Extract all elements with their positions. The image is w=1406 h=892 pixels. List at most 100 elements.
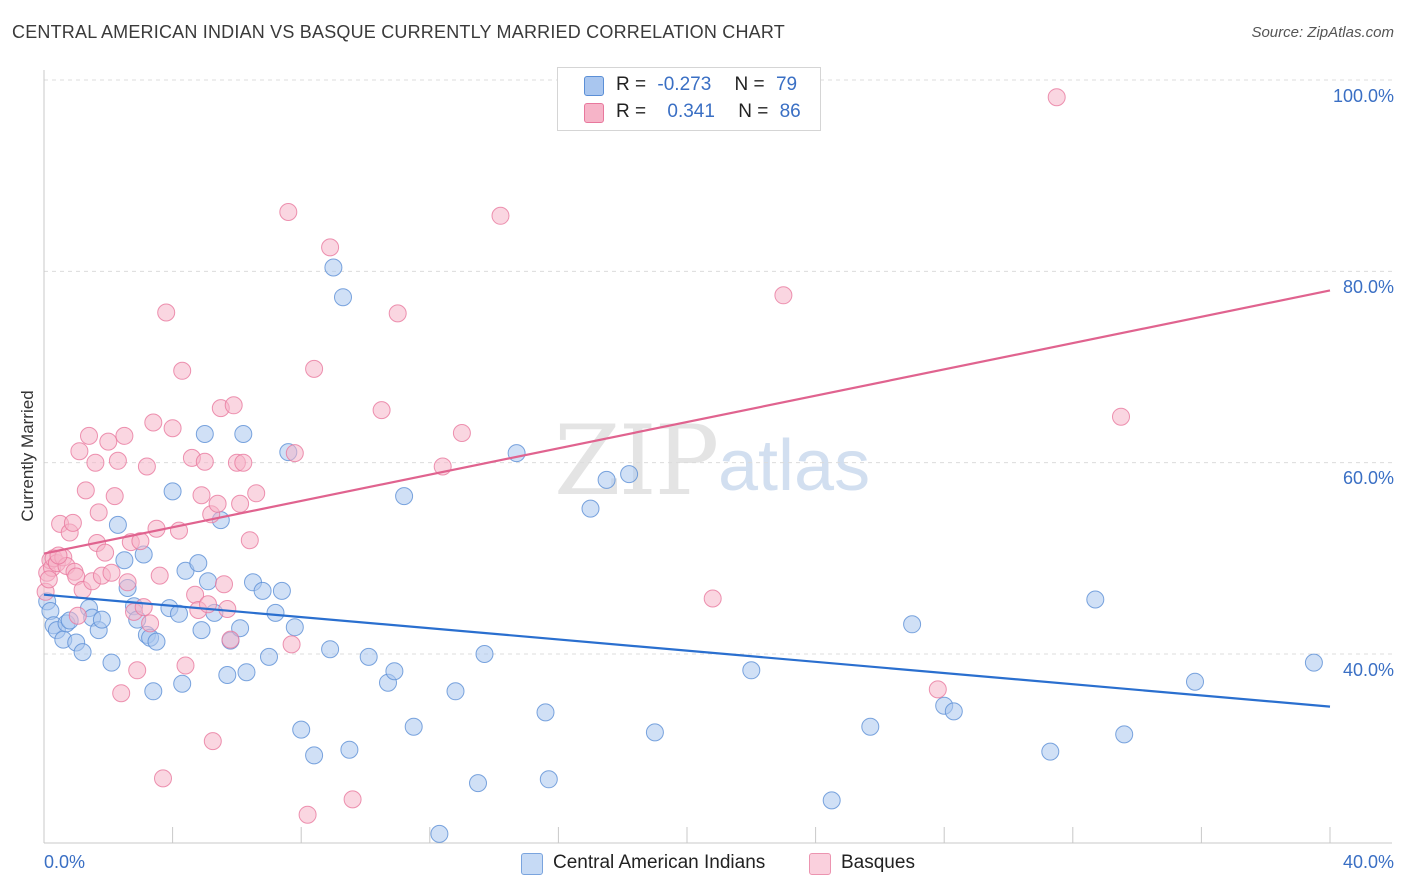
data-point-basques	[99, 432, 118, 451]
data-point-basques	[298, 805, 317, 824]
data-point-central-american-indians	[620, 465, 639, 484]
watermark-zip: ZIP	[554, 405, 719, 517]
data-point-central-american-indians	[292, 720, 311, 739]
data-point-basques	[68, 606, 87, 625]
data-point-basques	[282, 635, 301, 654]
data-point-central-american-indians	[861, 717, 880, 736]
data-point-central-american-indians	[1304, 653, 1323, 672]
data-point-basques	[173, 361, 192, 380]
data-point-basques	[224, 396, 243, 415]
data-point-basques	[144, 413, 163, 432]
legend-r-label: R =	[616, 74, 647, 95]
data-point-basques	[192, 486, 211, 505]
data-point-central-american-indians	[340, 740, 359, 759]
data-point-central-american-indians	[218, 666, 237, 684]
data-point-central-american-indians	[173, 674, 192, 693]
data-point-basques	[208, 494, 227, 513]
data-point-central-american-indians	[1041, 742, 1060, 761]
data-point-basques	[221, 630, 240, 649]
data-point-basques	[102, 563, 121, 582]
data-point-central-american-indians	[260, 647, 278, 666]
data-point-central-american-indians	[597, 470, 616, 489]
data-point-basques	[96, 543, 115, 562]
data-point-central-american-indians	[189, 554, 208, 573]
data-point-central-american-indians	[1086, 590, 1105, 609]
trend-line-central-american-indians	[43, 593, 1331, 708]
data-point-basques	[343, 790, 362, 809]
trend-line-basques	[43, 289, 1331, 555]
legend-swatch-pink	[584, 103, 604, 123]
legend-n-value: 86	[779, 101, 801, 122]
data-point-central-american-indians	[645, 723, 664, 742]
legend-r-value: -0.273	[657, 74, 712, 95]
data-point-basques	[89, 503, 108, 522]
data-point-central-american-indians	[944, 702, 963, 721]
data-point-basques	[372, 401, 391, 420]
data-point-basques	[1047, 88, 1066, 107]
data-point-basques	[321, 238, 340, 257]
data-point-basques	[112, 684, 131, 703]
x-tick-label-max: 40.0%	[1342, 852, 1394, 872]
data-point-basques	[163, 419, 182, 438]
data-point-basques	[137, 457, 156, 476]
data-point-central-american-indians	[115, 551, 134, 570]
data-point-central-american-indians	[404, 717, 423, 736]
data-point-basques	[279, 203, 298, 221]
data-point-central-american-indians	[73, 643, 92, 662]
data-point-central-american-indians	[170, 604, 188, 623]
data-point-central-american-indians	[475, 645, 494, 663]
data-point-central-american-indians	[385, 662, 404, 681]
data-point-central-american-indians	[321, 640, 340, 659]
x-tick-label-min: 0.0%	[44, 852, 86, 872]
data-point-basques	[928, 680, 947, 699]
data-point-basques	[491, 206, 510, 225]
data-point-central-american-indians	[272, 581, 291, 600]
data-point-central-american-indians	[539, 770, 558, 789]
data-point-central-american-indians	[822, 791, 841, 810]
data-point-basques	[1112, 407, 1130, 426]
data-point-central-american-indians	[359, 647, 378, 666]
data-point-central-american-indians	[253, 581, 272, 600]
data-point-basques	[774, 286, 793, 305]
data-point-basques	[195, 452, 214, 471]
chart-title: CENTRAL AMERICAN INDIAN VS BASQUE CURREN…	[12, 22, 785, 42]
data-point-basques	[131, 532, 150, 551]
legend-r-value: 0.341	[667, 101, 715, 122]
data-point-central-american-indians	[102, 653, 121, 672]
data-point-central-american-indians	[108, 515, 127, 534]
source-credit: Source: ZipAtlas.com	[1251, 24, 1394, 41]
correlation-legend: R = -0.273 N = 79 R = 0.341 N = 86	[557, 67, 821, 131]
data-point-central-american-indians	[446, 682, 465, 701]
data-point-central-american-indians	[163, 482, 182, 501]
data-point-central-american-indians	[536, 703, 555, 722]
data-point-basques	[63, 513, 82, 532]
data-point-basques	[231, 494, 250, 513]
data-point-central-american-indians	[92, 610, 111, 629]
data-point-basques	[86, 453, 105, 472]
y-tick-label-80: 80.0%	[1342, 277, 1394, 297]
data-point-basques	[154, 769, 172, 788]
data-point-central-american-indians	[334, 288, 352, 307]
data-point-central-american-indians	[237, 663, 256, 682]
data-point-central-american-indians	[903, 615, 922, 634]
data-point-central-american-indians	[305, 746, 324, 765]
data-point-central-american-indians	[199, 572, 217, 591]
data-point-basques	[105, 487, 124, 506]
data-point-central-american-indians	[581, 499, 600, 518]
data-point-basques	[703, 589, 722, 608]
data-point-basques	[203, 732, 222, 751]
data-point-central-american-indians	[469, 774, 487, 793]
legend-swatch-blue	[584, 76, 604, 96]
data-point-central-american-indians	[1115, 725, 1134, 744]
data-point-central-american-indians	[144, 682, 163, 701]
data-point-basques	[76, 481, 95, 500]
data-point-basques	[176, 656, 195, 675]
y-tick-label-40: 40.0%	[1342, 660, 1394, 680]
bottom-legend-label: Basques	[841, 852, 915, 873]
bottom-legend-swatch-pink	[809, 853, 831, 875]
y-tick-label-60: 60.0%	[1342, 468, 1394, 488]
data-point-central-american-indians	[192, 621, 211, 640]
legend-n-label: N =	[734, 74, 765, 95]
bottom-legend-swatch-blue	[521, 853, 543, 875]
